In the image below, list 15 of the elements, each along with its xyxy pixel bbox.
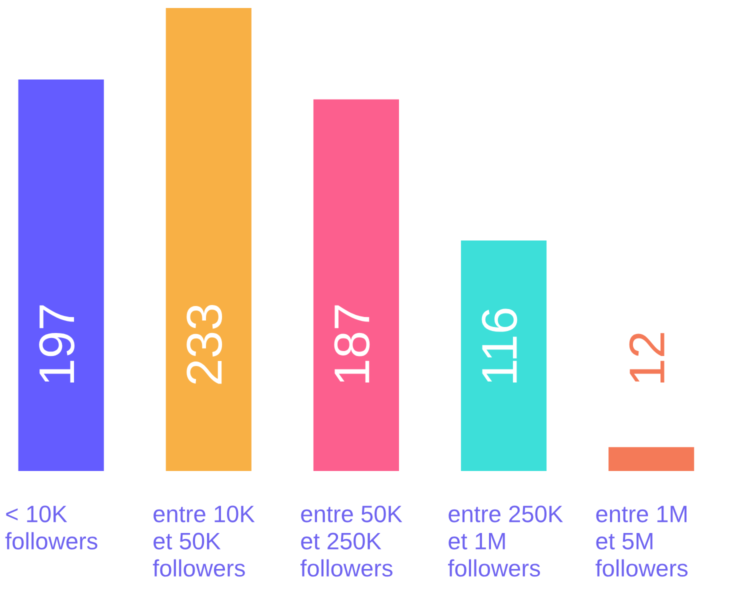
data-label: 197 bbox=[39, 305, 75, 382]
x-tick-label: entre 50K et 250K followers bbox=[300, 506, 402, 577]
data-label: 233 bbox=[186, 305, 222, 384]
bar bbox=[166, 8, 252, 471]
data-label: 116 bbox=[482, 308, 518, 382]
bar bbox=[18, 80, 104, 471]
bar bbox=[460, 240, 547, 471]
data-label: 187 bbox=[334, 305, 370, 382]
x-tick-label: entre 250K et 1M followers bbox=[448, 506, 563, 577]
bar bbox=[608, 447, 694, 471]
x-tick-label: entre 10K et 50K followers bbox=[152, 506, 255, 577]
x-tick-label: entre 1M et 5M followers bbox=[596, 506, 688, 577]
data-label: 12 bbox=[629, 333, 664, 382]
bar bbox=[313, 99, 399, 471]
x-tick-label: < 10K followers bbox=[5, 506, 98, 550]
